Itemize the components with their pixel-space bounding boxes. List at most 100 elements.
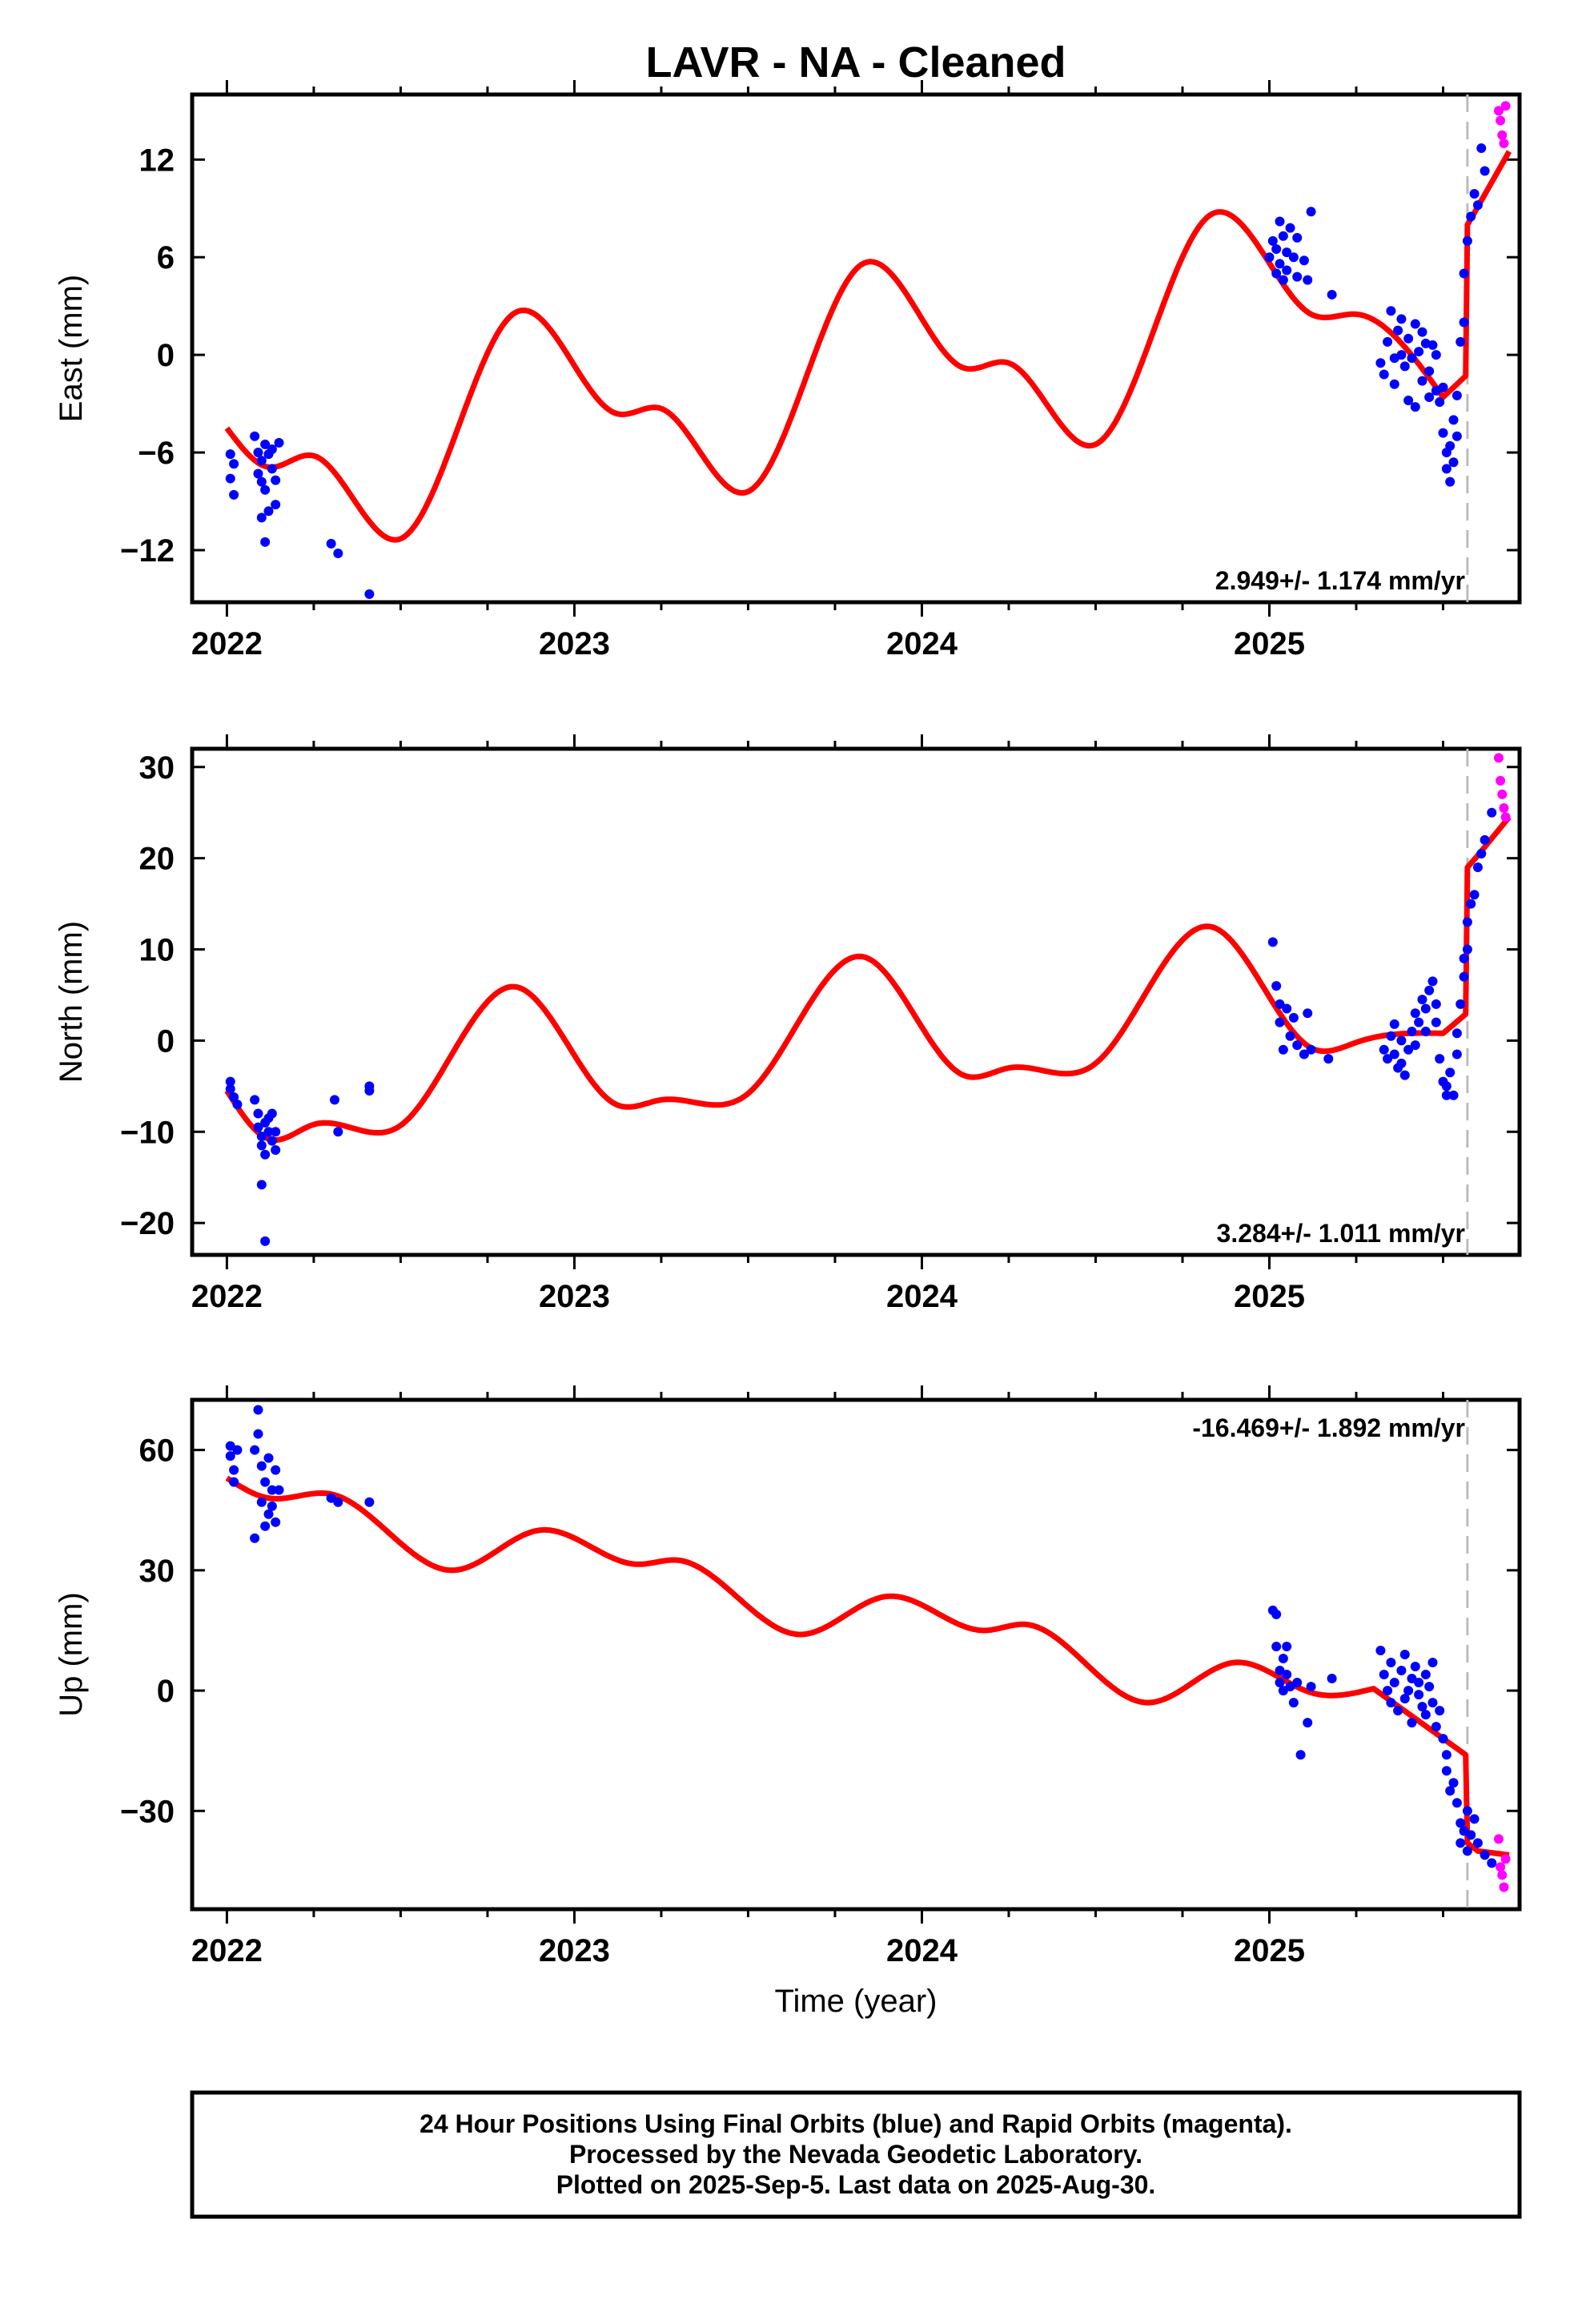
up-final-orbit-point xyxy=(1424,1682,1434,1691)
east-plot-area xyxy=(226,94,1511,602)
up-final-orbit-point xyxy=(364,1498,374,1507)
north-axis-label: North (mm) xyxy=(54,921,89,1083)
up-final-orbit-point xyxy=(1292,1678,1302,1687)
north-final-orbit-point xyxy=(1268,937,1278,947)
east-final-orbit-point xyxy=(327,539,336,549)
north-ytick-label: 20 xyxy=(139,842,175,877)
north-final-orbit-point xyxy=(267,1136,277,1146)
east-plot-frame xyxy=(192,94,1520,602)
north-final-orbit-point xyxy=(1307,1045,1316,1055)
north-final-orbit-point xyxy=(1431,999,1441,1009)
north-final-orbit-point xyxy=(1476,849,1486,858)
up-final-orbit-point xyxy=(1396,1666,1406,1675)
north-rapid-orbit-point xyxy=(1494,753,1504,762)
north-final-orbit-point xyxy=(1435,1054,1444,1063)
note-line: 24 Hour Positions Using Final Orbits (bl… xyxy=(420,2109,1292,2138)
up-final-orbit-point xyxy=(1271,1610,1281,1619)
north-final-orbit-point xyxy=(1417,995,1427,1004)
up-final-orbit-point xyxy=(1421,1670,1431,1679)
up-final-orbit-point xyxy=(1470,1814,1480,1823)
gps-time-series-figure: LAVR - NA - Cleaned 1260−6−122022 2023 202… xyxy=(0,0,1582,2324)
north-final-orbit-point xyxy=(267,1108,277,1118)
east-final-orbit-point xyxy=(1289,252,1299,262)
north-final-orbit-point xyxy=(1286,1031,1295,1041)
north-ytick-label: −20 xyxy=(120,1206,175,1241)
north-final-orbit-point xyxy=(1431,1018,1441,1027)
north-final-orbit-point xyxy=(1282,1004,1291,1014)
north-final-orbit-point xyxy=(1424,986,1434,995)
north-final-orbit-point xyxy=(271,1127,280,1136)
north-rapid-orbit-point xyxy=(1496,776,1505,786)
north-xtick-label: 2023 xyxy=(539,1279,610,1314)
up-final-orbit-point xyxy=(1327,1674,1337,1683)
up-final-orbit-point xyxy=(1307,1682,1316,1691)
north-final-orbit-point xyxy=(1289,1013,1299,1023)
east-final-orbit-point xyxy=(275,438,284,448)
north-final-orbit-point xyxy=(1407,1027,1416,1036)
up-final-orbit-point xyxy=(1414,1690,1423,1699)
east-final-orbit-point xyxy=(1286,223,1295,233)
up-final-orbit-point xyxy=(271,1518,280,1527)
up-final-orbit-point xyxy=(1466,1830,1476,1839)
east-final-orbit-point xyxy=(1386,306,1395,316)
east-final-orbit-point xyxy=(226,474,235,484)
processing-note-box: 24 Hour Positions Using Final Orbits (bl… xyxy=(192,2093,1520,2217)
north-final-orbit-point xyxy=(1386,1031,1395,1041)
east-model-fit-line xyxy=(227,151,1509,540)
east-final-orbit-point xyxy=(1476,143,1486,153)
east-final-orbit-point xyxy=(1473,200,1483,210)
east-final-orbit-point xyxy=(1383,337,1392,347)
north-final-orbit-point xyxy=(364,1086,374,1096)
north-final-orbit-point xyxy=(1275,1018,1285,1027)
east-final-orbit-point xyxy=(1292,272,1302,282)
east-rapid-orbit-point xyxy=(1497,131,1507,140)
up-final-orbit-point xyxy=(1473,1838,1483,1848)
up-final-orbit-point xyxy=(253,1405,263,1415)
up-rapid-orbit-point xyxy=(1497,1870,1507,1880)
north-final-orbit-point xyxy=(1445,1068,1455,1077)
east-final-orbit-point xyxy=(1470,189,1480,199)
up-final-orbit-point xyxy=(263,1454,273,1463)
north-final-orbit-point xyxy=(1466,899,1476,909)
north-final-orbit-point xyxy=(330,1095,339,1104)
north-final-orbit-point xyxy=(253,1108,263,1118)
up-final-orbit-point xyxy=(1442,1766,1452,1775)
up-final-orbit-point xyxy=(260,1478,270,1487)
east-final-orbit-point xyxy=(1299,255,1309,265)
north-final-orbit-point xyxy=(1452,1028,1462,1038)
north-final-orbit-point xyxy=(1421,1027,1431,1036)
east-final-orbit-point xyxy=(1480,167,1490,176)
east-final-orbit-point xyxy=(250,432,259,441)
up-final-orbit-point xyxy=(1487,1858,1496,1868)
north-final-orbit-point xyxy=(1414,1018,1423,1027)
up-model-fit-line xyxy=(227,1478,1509,1856)
east-final-orbit-point xyxy=(1411,402,1420,412)
east-final-orbit-point xyxy=(1279,275,1288,285)
up-final-orbit-point xyxy=(275,1486,284,1495)
north-final-orbit-point xyxy=(1449,1091,1459,1100)
east-rapid-orbit-point xyxy=(1499,139,1508,148)
east-final-orbit-point xyxy=(229,459,239,468)
note-line: Plotted on 2025-Sep-5. Last data on 2025… xyxy=(556,2170,1156,2199)
east-final-orbit-point xyxy=(1292,233,1302,243)
east-final-orbit-point xyxy=(1379,370,1389,380)
up-final-orbit-point xyxy=(1393,1706,1403,1715)
up-final-orbit-point xyxy=(1379,1670,1389,1679)
up-final-orbit-point xyxy=(1383,1686,1392,1695)
north-ytick-label: 10 xyxy=(139,933,175,968)
north-model-fit-line xyxy=(227,817,1509,1140)
east-final-orbit-point xyxy=(333,549,343,558)
up-final-orbit-point xyxy=(1375,1646,1385,1655)
east-final-orbit-point xyxy=(1417,376,1427,386)
east-final-orbit-point xyxy=(1271,244,1281,254)
east-final-orbit-point xyxy=(1279,231,1288,241)
up-final-orbit-point xyxy=(1414,1678,1423,1687)
up-xtick-label: 2022 xyxy=(191,1933,263,1968)
north-final-orbit-point xyxy=(1390,1019,1399,1029)
east-final-orbit-point xyxy=(1307,207,1316,216)
up-final-orbit-point xyxy=(1452,1798,1462,1807)
up-ytick-label: 60 xyxy=(139,1433,175,1469)
note-line: Processed by the Nevada Geodetic Laborat… xyxy=(569,2140,1142,2169)
north-rapid-orbit-point xyxy=(1501,812,1511,822)
east-final-orbit-point xyxy=(1439,428,1448,438)
